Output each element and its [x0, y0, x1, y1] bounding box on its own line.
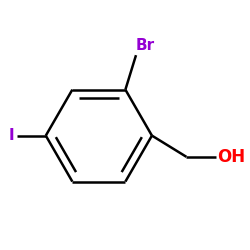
Text: Br: Br [136, 38, 155, 52]
Text: I: I [8, 128, 14, 143]
Text: OH: OH [217, 148, 245, 166]
